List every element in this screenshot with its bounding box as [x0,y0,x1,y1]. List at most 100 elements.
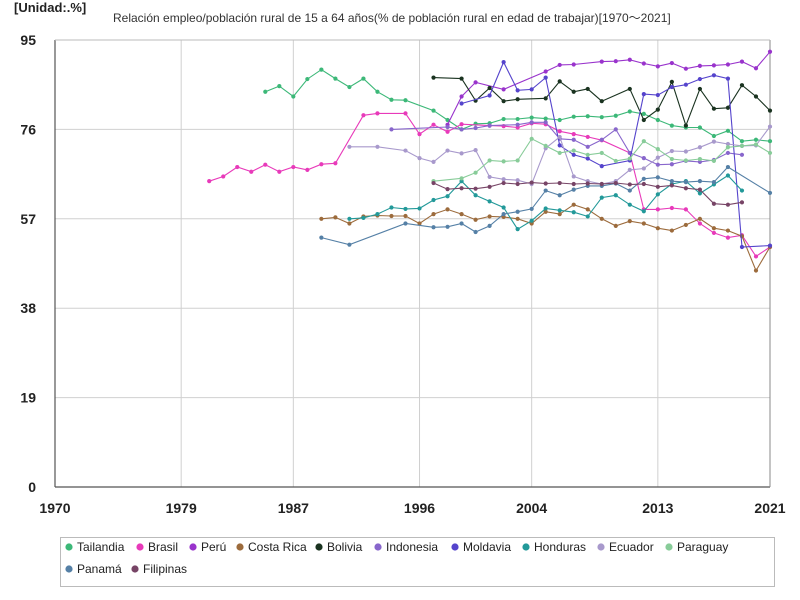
data-point [487,85,492,91]
data-point [487,123,492,128]
data-point [277,169,282,174]
data-point [613,180,618,186]
data-point [613,223,618,228]
data-point [571,202,576,207]
data-point [333,76,338,81]
data-point [431,225,436,230]
y-tick-label: 38 [20,300,36,316]
data-point [347,216,352,221]
legend-item: Panamá [65,562,122,576]
data-point [627,167,632,172]
legend-marker [597,543,605,551]
data-point [669,183,674,188]
data-point [473,148,478,153]
data-point [683,179,688,185]
data-point [445,187,450,192]
data-point [711,158,717,164]
data-point [697,156,703,162]
data-point [515,97,520,102]
data-point [473,80,478,85]
data-point [599,115,604,120]
data-point [543,120,548,125]
data-point [403,148,408,153]
data-point [249,169,254,174]
data-point [711,179,717,185]
data-point [557,134,562,140]
data-point [613,113,618,118]
data-point [487,158,492,163]
data-point [515,158,520,163]
data-point [277,84,282,89]
series-Paraguay [431,136,773,184]
legend-label: Ecuador [609,540,654,554]
data-point [529,136,534,141]
data-point [655,175,660,180]
data-point [347,84,352,90]
data-point [403,221,408,226]
data-point [767,49,773,54]
data-point [445,148,450,153]
data-point [767,150,773,156]
data-point [501,180,506,186]
data-point [655,162,660,167]
data-point [683,207,688,212]
data-point [445,224,450,229]
series-Ecuador [347,124,773,187]
data-point [557,193,562,198]
y-tick-label: 76 [20,121,36,137]
data-point [641,111,646,116]
data-point [515,216,520,221]
legend-item: Perú [189,540,226,554]
data-point [543,116,548,121]
data-point [501,87,506,92]
data-point [543,143,548,148]
data-point [571,181,576,187]
legend-label: Indonesia [386,540,438,554]
data-point [347,221,352,226]
legend-marker [189,543,197,551]
data-point [557,79,562,84]
data-point [599,99,604,104]
data-point [683,123,688,128]
series-line [433,77,771,128]
legend-item: Brasil [136,540,178,554]
data-point [711,73,717,78]
data-point [459,94,464,99]
series-line [461,60,771,248]
data-point [739,200,745,205]
data-point [613,59,618,64]
data-point [431,197,436,203]
data-point [543,96,548,101]
data-point [515,209,520,214]
data-point [571,152,576,157]
data-point [585,156,590,161]
data-point [767,108,773,113]
legend-item: Paraguay [665,540,728,554]
data-point [347,242,352,247]
legend-label: Honduras [534,540,586,554]
data-point [571,137,576,142]
data-point [739,143,745,148]
data-point [515,181,520,187]
data-point [305,76,310,82]
data-point [585,152,590,157]
data-point [207,179,212,184]
data-point [585,207,590,212]
legend: Tailandia Brasil Perú Costa Rica Bolivia Indo… [65,540,728,576]
legend-item: Ecuador [597,540,654,554]
legend-marker [315,543,323,551]
data-point [543,69,548,74]
data-point [585,114,590,119]
data-point [655,107,660,112]
series-Perú [445,49,773,127]
legend-label: Tailandia [77,540,125,554]
data-point [445,207,450,212]
data-point [753,94,759,99]
data-point [683,158,688,163]
data-point [305,167,310,172]
data-point [627,57,632,62]
legend-item: Indonesia [374,540,438,554]
data-point [711,63,717,68]
data-point [543,209,548,214]
data-point [655,155,660,160]
